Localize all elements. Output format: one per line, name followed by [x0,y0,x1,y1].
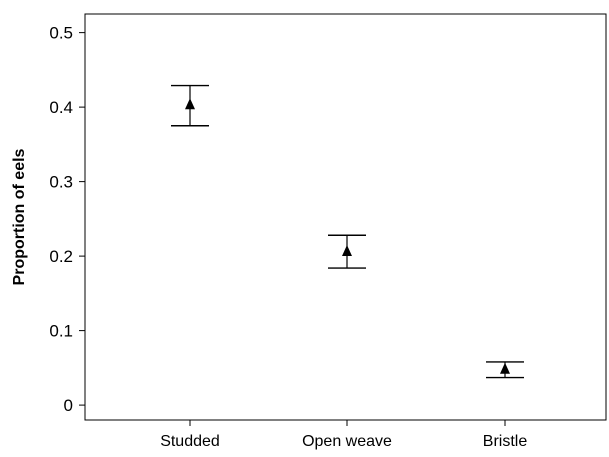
data-marks [171,84,524,379]
y-tick-label: 0 [64,396,73,415]
y-tick-label: 0.3 [49,173,73,192]
y-tick-label: 0.5 [49,24,73,43]
x-tick-label: Bristle [483,433,528,450]
data-point-triangle [500,362,510,374]
plot-area-frame [84,13,607,421]
x-tick-label: Open weave [302,433,392,450]
y-tick-label: 0.4 [49,98,73,117]
x-tick-label: Studded [160,433,220,450]
data-point-triangle [185,98,195,110]
data-point-triangle [342,245,352,257]
y-axis-title: Proportion of eels [11,148,28,285]
y-axis: 0 0.1 0.2 0.3 0.4 0.5 [49,24,85,415]
x-axis: Studded Open weave Bristle [160,420,527,450]
y-tick-label: 0.1 [49,322,73,341]
y-tick-label: 0.2 [49,247,73,266]
